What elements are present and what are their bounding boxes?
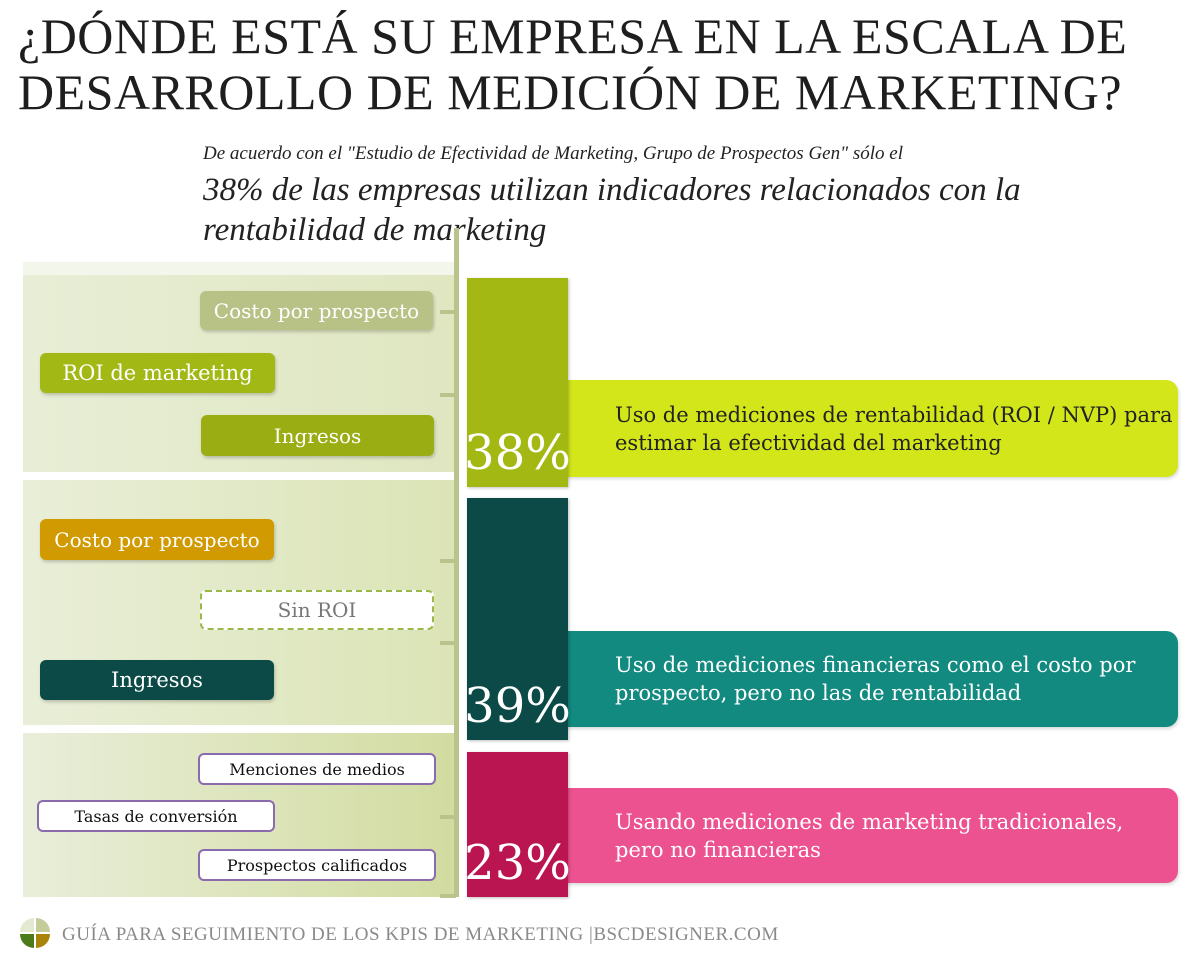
level-1-description: Uso de mediciones de rentabilidad (ROI /… [560,380,1178,477]
axis-tick [440,641,456,645]
logo-icon [20,918,50,948]
level-3-percent-bar: 23% [464,752,571,897]
metric-pill: Ingresos [40,660,274,700]
axis-tick [440,815,456,819]
footer-text: GUÍA PARA SEGUIMIENTO DE LOS KPIS DE MAR… [62,924,779,945]
axis-tick [440,894,456,898]
metric-pill-dashed: Sin ROI [200,590,434,630]
metric-pill: Costo por prospecto [200,291,433,330]
level-1-percent-bar: 38% [464,278,571,487]
metric-pill: Costo por prospecto [40,519,274,560]
axis-tick [440,310,456,314]
scale-axis [454,228,459,897]
metric-pill: Prospectos calificados [198,849,436,881]
metric-pill: Ingresos [201,415,434,456]
axis-tick [440,393,456,397]
level-3-description: Usando mediciones de marketing tradicion… [560,788,1178,883]
page-title: ¿DÓNDE ESTÁ SU EMPRESA EN LA ESCALA DE D… [18,8,1128,120]
headline-stat: 38% de las empresas utilizan indicadores… [203,172,1021,248]
level-2-description: Uso de mediciones financieras como el co… [560,631,1178,727]
source-note: De acuerdo con el "Estudio de Efectivida… [203,143,903,164]
level-2-percent-bar: 39% [464,498,571,740]
axis-tick [440,559,456,563]
metric-pill: ROI de marketing [40,353,275,393]
metric-pill: Tasas de conversión [37,800,275,832]
metric-pill: Menciones de medios [198,753,436,785]
